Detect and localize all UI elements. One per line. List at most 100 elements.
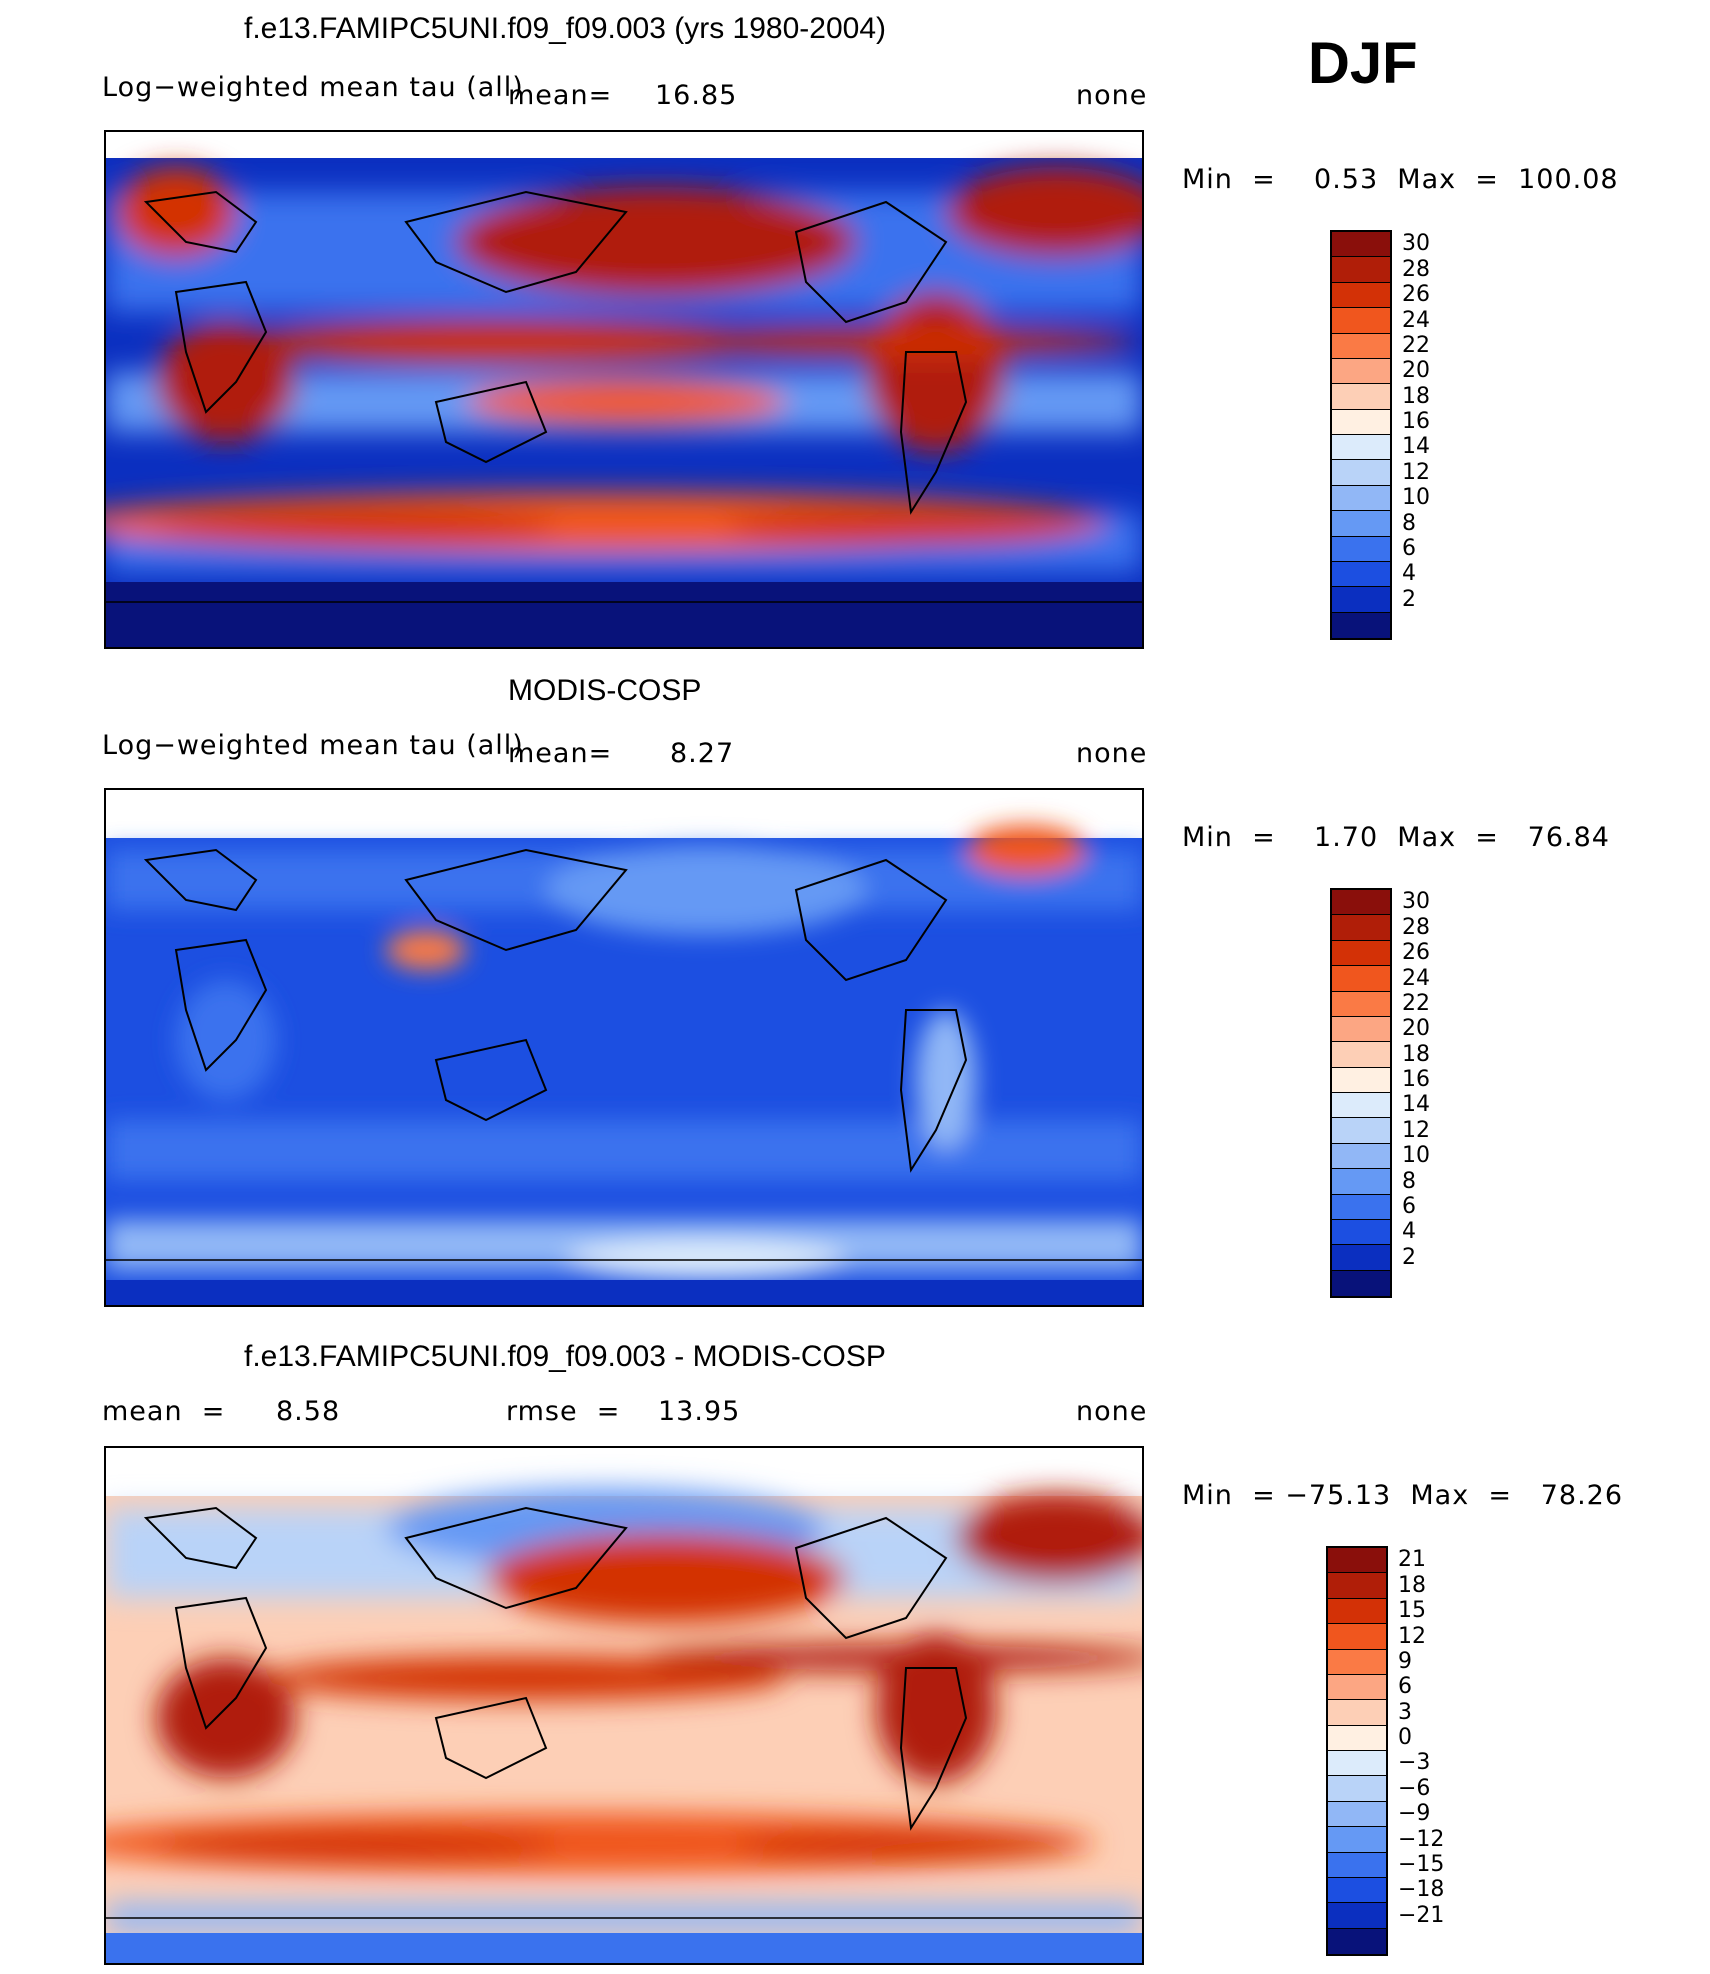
colorbar-tick-label: 6	[1402, 1193, 1416, 1219]
colorbar-segment	[1332, 612, 1390, 638]
colorbar-segment	[1328, 1725, 1386, 1751]
colorbar-segment	[1328, 1801, 1386, 1828]
colorbar-tick-label: 20	[1402, 358, 1430, 384]
colorbar-tick-label: 2	[1402, 1244, 1416, 1270]
colorbar-tick-label: 24	[1402, 307, 1430, 333]
map-panel-difference	[104, 1446, 1144, 1965]
colorbar-segment	[1332, 1016, 1390, 1043]
colorbar-segment	[1332, 991, 1390, 1017]
colorbar-segment	[1332, 1118, 1390, 1144]
panel-2-minmax: Min = 1.70 Max = 76.84	[1182, 822, 1610, 853]
colorbar-tick-label: 14	[1402, 1092, 1430, 1118]
panel-2-variable: Log−weighted mean tau (all)	[102, 730, 524, 761]
colorbar-segment	[1328, 1852, 1386, 1878]
colorbar-segment	[1328, 1827, 1386, 1853]
colorbar-tick-label: 30	[1402, 231, 1430, 257]
colorbar-segment	[1332, 966, 1390, 992]
colorbar-segment	[1328, 1649, 1386, 1675]
colorbar-tick-label: −21	[1398, 1902, 1445, 1928]
colorbar-segment	[1332, 1067, 1390, 1093]
colorbar-segment	[1328, 1598, 1386, 1625]
colorbar-segment	[1332, 435, 1390, 461]
colorbar-segment	[1332, 460, 1390, 486]
colorbar-segment	[1328, 1928, 1386, 1954]
colorbar-segment	[1332, 358, 1390, 385]
colorbar-segment	[1332, 308, 1390, 334]
colorbar-tick-label: 20	[1402, 1016, 1430, 1042]
colorbar-segment	[1332, 409, 1390, 435]
colorbar-tick-label: 12	[1402, 1117, 1430, 1143]
panel-2-mean-value: 8.27	[670, 738, 735, 769]
colorbar-tick-label: 4	[1402, 561, 1416, 587]
colorbar-tick-label: 18	[1402, 1041, 1430, 1067]
colorbar-segment	[1332, 940, 1390, 967]
colorbar-segment	[1332, 282, 1390, 309]
colorbar-segment	[1332, 1219, 1390, 1246]
panel-1-units: none	[1076, 80, 1148, 111]
colorbar-segment	[1328, 1573, 1386, 1599]
panel-2-units: none	[1076, 738, 1148, 769]
colorbar-tick-label: 28	[1402, 256, 1430, 282]
colorbar-segment	[1332, 1169, 1390, 1195]
colorbar-segment	[1332, 485, 1390, 512]
colorbar-segment	[1332, 1093, 1390, 1119]
colorbar-segment	[1328, 1700, 1386, 1726]
colorbar-model	[1330, 230, 1392, 640]
colorbar-segment	[1332, 232, 1390, 258]
colorbar-tick-label: 2	[1402, 586, 1416, 612]
colorbar-segment	[1332, 333, 1390, 359]
panel-1-mean-label: mean=	[508, 80, 613, 111]
colorbar-tick-label: 12	[1398, 1623, 1426, 1649]
colorbar-tick-label: 8	[1402, 510, 1416, 536]
colorbar-segment	[1328, 1751, 1386, 1777]
colorbar-segment	[1332, 1042, 1390, 1068]
colorbar-segment	[1332, 511, 1390, 537]
colorbar-segment	[1328, 1674, 1386, 1701]
colorbar-segment	[1332, 1143, 1390, 1170]
colorbar-tick-label: 15	[1398, 1598, 1426, 1624]
panel-1-minmax: Min = 0.53 Max = 100.08	[1182, 164, 1619, 195]
colorbar-segment	[1328, 1624, 1386, 1650]
panel-3-title: f.e13.FAMIPC5UNI.f09_f09.003 - MODIS-COS…	[244, 1340, 886, 1373]
colorbar-tick-label: −12	[1398, 1826, 1445, 1852]
season-label: DJF	[1308, 31, 1418, 96]
colorbar-segment	[1332, 587, 1390, 613]
panel-3-units: none	[1076, 1396, 1148, 1427]
panel-3-rmse-value: 13.95	[658, 1396, 741, 1427]
colorbar-tick-label: 30	[1402, 889, 1430, 915]
colorbar-segment	[1332, 915, 1390, 941]
panel-3-mean-value: 8.58	[276, 1396, 341, 1427]
colorbar-tick-label: 21	[1398, 1547, 1426, 1573]
colorbar-segment	[1332, 1270, 1390, 1296]
colorbar-segment	[1332, 1245, 1390, 1271]
panel-3-mean-label: mean =	[102, 1396, 226, 1427]
colorbar-segment	[1332, 1194, 1390, 1220]
colorbar-tick-label: 18	[1402, 383, 1430, 409]
map-panel-model	[104, 130, 1144, 649]
colorbar-tick-label: 12	[1402, 459, 1430, 485]
colorbar-segment	[1328, 1877, 1386, 1904]
colorbar-tick-label: −15	[1398, 1851, 1445, 1877]
map-panel-obs	[104, 788, 1144, 1307]
colorbar-tick-label: 3	[1398, 1699, 1412, 1725]
colorbar-difference	[1326, 1546, 1388, 1956]
colorbar-tick-label: 22	[1402, 990, 1430, 1016]
colorbar-obs	[1330, 888, 1392, 1298]
colorbar-tick-label: −18	[1398, 1877, 1445, 1903]
colorbar-segment	[1328, 1776, 1386, 1802]
colorbar-tick-label: −6	[1398, 1775, 1431, 1801]
colorbar-segment	[1328, 1903, 1386, 1929]
colorbar-tick-label: 16	[1402, 409, 1430, 434]
colorbar-tick-label: 26	[1402, 940, 1430, 966]
panel-3-minmax: Min = −75.13 Max = 78.26	[1182, 1480, 1624, 1511]
colorbar-segment	[1332, 384, 1390, 410]
colorbar-tick-label: 26	[1402, 282, 1430, 308]
panel-1-variable: Log−weighted mean tau (all)	[102, 72, 524, 103]
panel-3-rmse-label: rmse =	[506, 1396, 621, 1427]
colorbar-tick-label: −9	[1398, 1801, 1431, 1827]
colorbar-tick-label: 24	[1402, 965, 1430, 991]
colorbar-segment	[1332, 257, 1390, 283]
panel-1-mean-value: 16.85	[655, 80, 738, 111]
colorbar-tick-label: 16	[1402, 1067, 1430, 1092]
colorbar-tick-label: 9	[1398, 1648, 1412, 1674]
